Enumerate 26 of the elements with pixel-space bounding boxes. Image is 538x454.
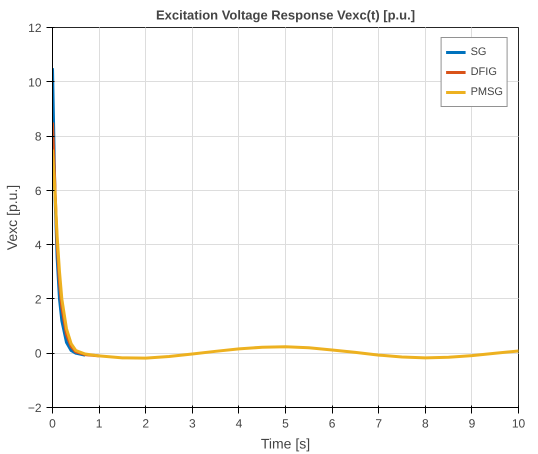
line-series <box>52 148 518 360</box>
x-axis-title: Time [s] <box>260 436 310 452</box>
x-tick-label: 0 <box>49 416 56 430</box>
x-tick-label: 4 <box>236 416 243 430</box>
legend-label: PMSG <box>470 86 503 98</box>
y-tick-label: 6 <box>34 184 42 198</box>
x-tick-label: 3 <box>188 416 196 430</box>
y-tick-label: 4 <box>34 238 42 252</box>
y-axis-title: Vexc [p.u.] <box>4 184 20 250</box>
y-tick-label: 8 <box>34 130 42 144</box>
x-tick-label: 2 <box>142 416 150 430</box>
x-tick-label: 1 <box>96 416 103 430</box>
chart-title: Excitation Voltage Response Vexc(t) [p.u.] <box>156 8 416 22</box>
x-tick-label: 5 <box>282 416 290 430</box>
y-tick-label: −2 <box>28 401 42 415</box>
x-tick-label: 6 <box>328 416 336 430</box>
y-tick-label: 10 <box>28 75 42 90</box>
legend-label: DFIG <box>470 66 497 78</box>
y-tick-label: 0 <box>34 346 42 361</box>
x-tick-label: 9 <box>468 416 476 430</box>
legend-label: SG <box>470 46 488 58</box>
x-tick-label: 7 <box>375 416 382 430</box>
y-tick-label: 2 <box>34 292 42 306</box>
x-tick-label: 10 <box>512 416 526 430</box>
x-tick-label: 8 <box>422 416 429 430</box>
y-tick-label: 12 <box>28 21 42 35</box>
